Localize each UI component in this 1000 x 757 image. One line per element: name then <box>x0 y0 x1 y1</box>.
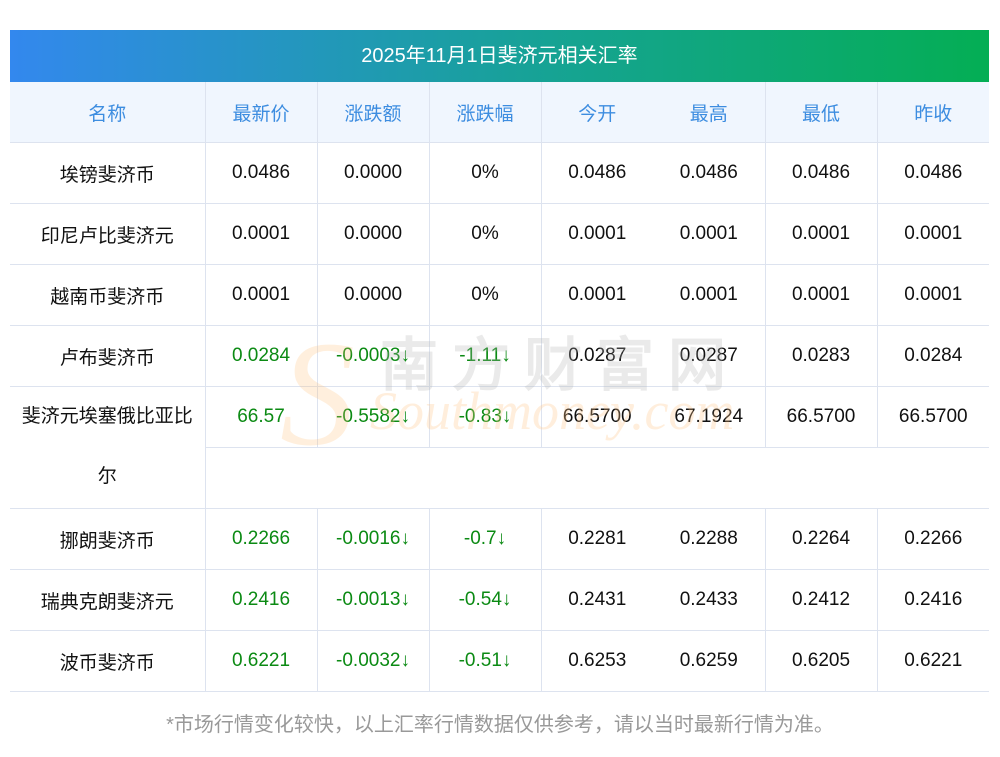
header-prev-close: 昨收 <box>876 82 989 143</box>
header-high: 最高 <box>653 82 765 143</box>
cell-change: -0.0003↓ <box>316 325 429 387</box>
cell-change: -0.0016↓ <box>316 508 429 570</box>
header-change-pct: 涨跌幅 <box>428 82 541 143</box>
table-title: 2025年11月1日斐济元相关汇率 <box>10 30 989 82</box>
cell-change-pct: 0% <box>428 264 541 326</box>
table-row: 卢布斐济币 0.0284 -0.0003↓ -1.11↓ 0.0287 0.0287 0.0… <box>10 325 989 387</box>
header-low: 最低 <box>764 82 877 143</box>
table-row: 波币斐济币 0.6221 -0.0032↓ -0.51↓ 0.6253 0.6259 0.6… <box>10 630 989 692</box>
cell-low: 0.2264 <box>764 508 877 570</box>
cell-prev-close: 0.0486 <box>876 142 989 204</box>
cell-low: 66.5700 <box>764 386 877 448</box>
header-change: 涨跌额 <box>316 82 429 143</box>
cell-open: 0.2431 <box>540 569 653 631</box>
cell-change: -0.0013↓ <box>316 569 429 631</box>
cell-open: 0.0001 <box>540 203 653 265</box>
cell-high: 0.2288 <box>653 508 765 570</box>
cell-low: 0.0486 <box>764 142 877 204</box>
cell-open: 0.0287 <box>540 325 653 387</box>
cell-open: 66.5700 <box>540 386 653 448</box>
currency-pair-name: 波币斐济币 <box>10 630 205 692</box>
cell-high: 0.6259 <box>653 630 765 692</box>
cell-latest: 0.0001 <box>204 203 317 265</box>
cell-high: 67.1924 <box>653 386 765 448</box>
cell-open: 0.0486 <box>540 142 653 204</box>
cell-high: 0.0001 <box>653 203 765 265</box>
cell-prev-close: 0.6221 <box>876 630 989 692</box>
currency-pair-name: 挪朗斐济币 <box>10 508 205 570</box>
currency-pair-name: 越南币斐济币 <box>10 264 205 326</box>
currency-pair-name: 卢布斐济币 <box>10 325 205 387</box>
cell-open: 0.0001 <box>540 264 653 326</box>
cell-high: 0.0486 <box>653 142 765 204</box>
cell-latest: 0.0486 <box>204 142 317 204</box>
cell-prev-close: 0.2416 <box>876 569 989 631</box>
disclaimer-note: *市场行情变化较快，以上汇率行情数据仅供参考，请以当时最新行情为准。 <box>166 714 834 736</box>
table-row: 瑞典克朗斐济元 0.2416 -0.0013↓ -0.54↓ 0.2431 0.2433 0… <box>10 569 989 631</box>
cell-prev-close: 66.5700 <box>876 386 989 448</box>
table-row: 挪朗斐济币 0.2266 -0.0016↓ -0.7↓ 0.2281 0.2288 0.22… <box>10 508 989 570</box>
cell-latest: 0.2416 <box>204 569 317 631</box>
cell-change-pct: -1.11↓ <box>428 325 541 387</box>
cell-change: -0.5582↓ <box>316 386 429 448</box>
cell-prev-close: 0.0001 <box>876 264 989 326</box>
cell-prev-close: 0.0001 <box>876 203 989 265</box>
table-header-row: 名称 最新价 涨跌额 涨跌幅 今开 最高 最低 昨收 <box>10 82 989 143</box>
cell-change: -0.0032↓ <box>316 630 429 692</box>
currency-pair-name: 瑞典克朗斐济元 <box>10 569 205 631</box>
cell-low: 0.0001 <box>764 203 877 265</box>
cell-low: 0.0001 <box>764 264 877 326</box>
cell-open: 0.6253 <box>540 630 653 692</box>
blank-cell <box>204 447 989 509</box>
currency-pair-name: 斐济元埃塞俄比亚比尔 <box>10 386 205 509</box>
cell-prev-close: 0.2266 <box>876 508 989 570</box>
table-row: 埃镑斐济币 0.0486 0.0000 0% 0.0486 0.0486 0.0486 0.0… <box>10 142 989 204</box>
cell-latest: 0.6221 <box>204 630 317 692</box>
cell-high: 0.0001 <box>653 264 765 326</box>
cell-prev-close: 0.0284 <box>876 325 989 387</box>
cell-change: 0.0000 <box>316 203 429 265</box>
cell-high: 0.2433 <box>653 569 765 631</box>
cell-change-pct: -0.83↓ <box>428 386 541 448</box>
cell-change: 0.0000 <box>316 264 429 326</box>
table-row: 斐济元埃塞俄比亚比尔 66.57 -0.5582↓ -0.83↓ 66.5700 67.1… <box>10 386 989 509</box>
currency-pair-name: 印尼卢比斐济元 <box>10 203 205 265</box>
header-latest: 最新价 <box>204 82 317 143</box>
header-name: 名称 <box>10 82 205 143</box>
cell-change-pct: -0.51↓ <box>428 630 541 692</box>
cell-low: 0.2412 <box>764 569 877 631</box>
cell-latest: 0.0001 <box>204 264 317 326</box>
cell-low: 0.0283 <box>764 325 877 387</box>
table-row: 印尼卢比斐济元 0.0001 0.0000 0% 0.0001 0.0001 0.0001 0… <box>10 203 989 265</box>
cell-latest: 66.57 <box>204 386 317 448</box>
exchange-rate-table: 名称 最新价 涨跌额 涨跌幅 今开 最高 最低 昨收 埃镑斐济币 0.0486 0.0000 0% 0… <box>10 82 989 692</box>
currency-pair-name: 埃镑斐济币 <box>10 142 205 204</box>
cell-high: 0.0287 <box>653 325 765 387</box>
cell-change-pct: -0.54↓ <box>428 569 541 631</box>
table-row-continuation <box>10 447 989 509</box>
table-row: 越南币斐济币 0.0001 0.0000 0% 0.0001 0.0001 0.0001 0.… <box>10 264 989 326</box>
cell-latest: 0.2266 <box>204 508 317 570</box>
cell-latest: 0.0284 <box>204 325 317 387</box>
cell-low: 0.6205 <box>764 630 877 692</box>
cell-change: 0.0000 <box>316 142 429 204</box>
cell-change-pct: 0% <box>428 142 541 204</box>
cell-change-pct: -0.7↓ <box>428 508 541 570</box>
cell-open: 0.2281 <box>540 508 653 570</box>
cell-change-pct: 0% <box>428 203 541 265</box>
header-open: 今开 <box>540 82 653 143</box>
